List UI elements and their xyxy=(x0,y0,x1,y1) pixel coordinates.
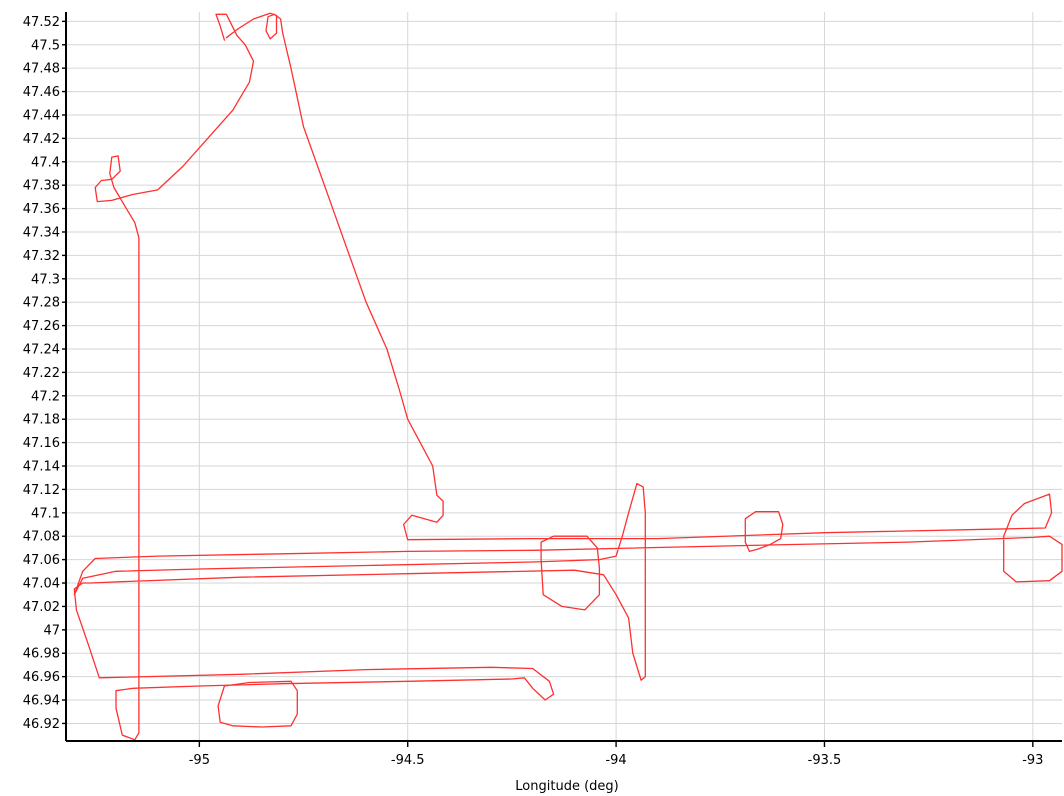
track-series xyxy=(73,12,1063,741)
y-tick-label-6: 47.4 xyxy=(31,155,60,170)
horizontal-gridlines xyxy=(66,20,1062,724)
y-tick-label-14: 47.24 xyxy=(23,343,60,358)
x-tick-label-3: -93.5 xyxy=(808,753,842,768)
y-tick-label-29: 46.94 xyxy=(23,694,60,709)
y-tick-label-4: 47.44 xyxy=(23,108,60,123)
series-line-1 xyxy=(540,535,601,611)
series-line-0 xyxy=(73,12,1063,741)
y-tick-label-0: 47.52 xyxy=(23,15,60,30)
y-tick-label-12: 47.28 xyxy=(23,296,60,311)
y-tick-label-20: 47.12 xyxy=(23,483,60,498)
y-tick-label-23: 47.06 xyxy=(23,553,60,568)
y-tick-label-3: 47.46 xyxy=(23,85,60,100)
y-tick-label-19: 47.14 xyxy=(23,460,60,475)
series-line-3 xyxy=(217,680,298,728)
y-tick-label-21: 47.1 xyxy=(31,506,60,521)
y-tick-label-18: 47.16 xyxy=(23,436,60,451)
y-tick-label-8: 47.36 xyxy=(23,202,60,217)
y-tick-label-9: 47.34 xyxy=(23,225,60,240)
y-tick-label-13: 47.26 xyxy=(23,319,60,334)
y-tick-label-7: 47.38 xyxy=(23,179,60,194)
y-tick-label-16: 47.2 xyxy=(31,389,60,404)
y-tick-label-1: 47.5 xyxy=(31,38,60,53)
x-tick-label-1: -94.5 xyxy=(391,753,425,768)
x-axis-label: Longitude (deg) xyxy=(515,779,618,794)
y-tick-labels: 47.52 47.5 47.48 47.46 47.44 47.42 47.4 47.38 47… xyxy=(23,15,60,732)
y-tick-label-15: 47.22 xyxy=(23,366,60,381)
x-tick-label-4: -93 xyxy=(1022,753,1043,768)
y-tick-label-24: 47.04 xyxy=(23,577,60,592)
y-tick-label-5: 47.42 xyxy=(23,132,60,147)
x-tick-label-0: -95 xyxy=(189,753,210,768)
y-tick-label-11: 47.3 xyxy=(31,272,60,287)
y-tick-label-28: 46.96 xyxy=(23,670,60,685)
y-tick-label-10: 47.32 xyxy=(23,249,60,264)
y-tick-label-22: 47.08 xyxy=(23,530,60,545)
y-tick-label-27: 46.98 xyxy=(23,647,60,662)
series-line-2 xyxy=(744,511,784,553)
y-tick-label-2: 47.48 xyxy=(23,62,60,77)
vertical-gridlines xyxy=(198,12,1034,741)
y-tick-label-17: 47.18 xyxy=(23,413,60,428)
x-tick-labels: -95 -94.5 -94 -93.5 -93 xyxy=(189,753,1044,768)
y-tick-label-30: 46.92 xyxy=(23,717,60,732)
y-tick-label-26: 47 xyxy=(43,623,60,638)
x-tick-label-2: -94 xyxy=(605,753,626,768)
y-tick-label-25: 47.02 xyxy=(23,600,60,615)
axes xyxy=(62,12,1062,747)
